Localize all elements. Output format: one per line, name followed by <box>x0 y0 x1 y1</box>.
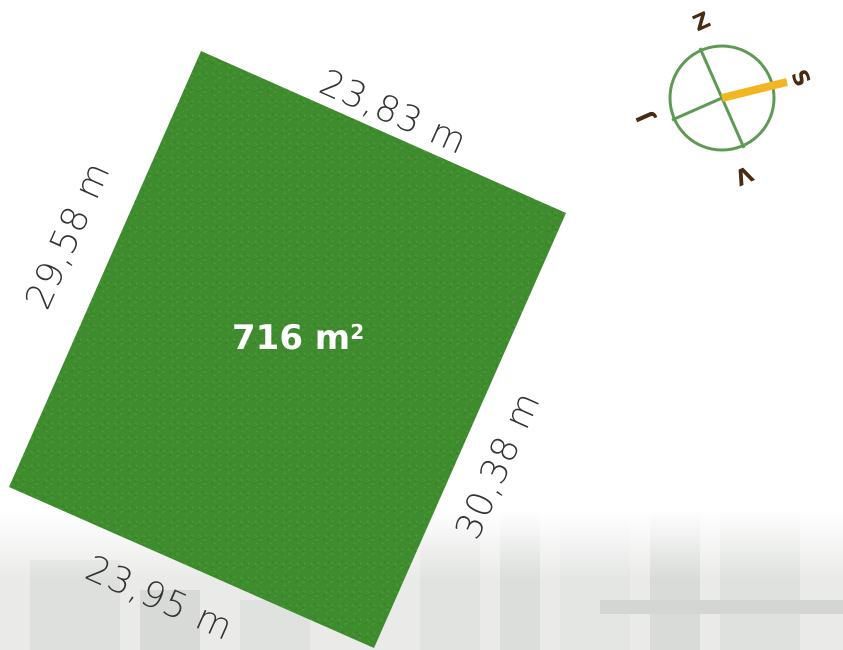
plot-area-unit-sup: 2 <box>350 320 365 344</box>
plot-area-label: 716 m2 <box>232 318 364 358</box>
plot-area-value: 716 m <box>232 318 351 358</box>
compass-icon <box>668 44 788 152</box>
plot-shape <box>9 51 566 648</box>
